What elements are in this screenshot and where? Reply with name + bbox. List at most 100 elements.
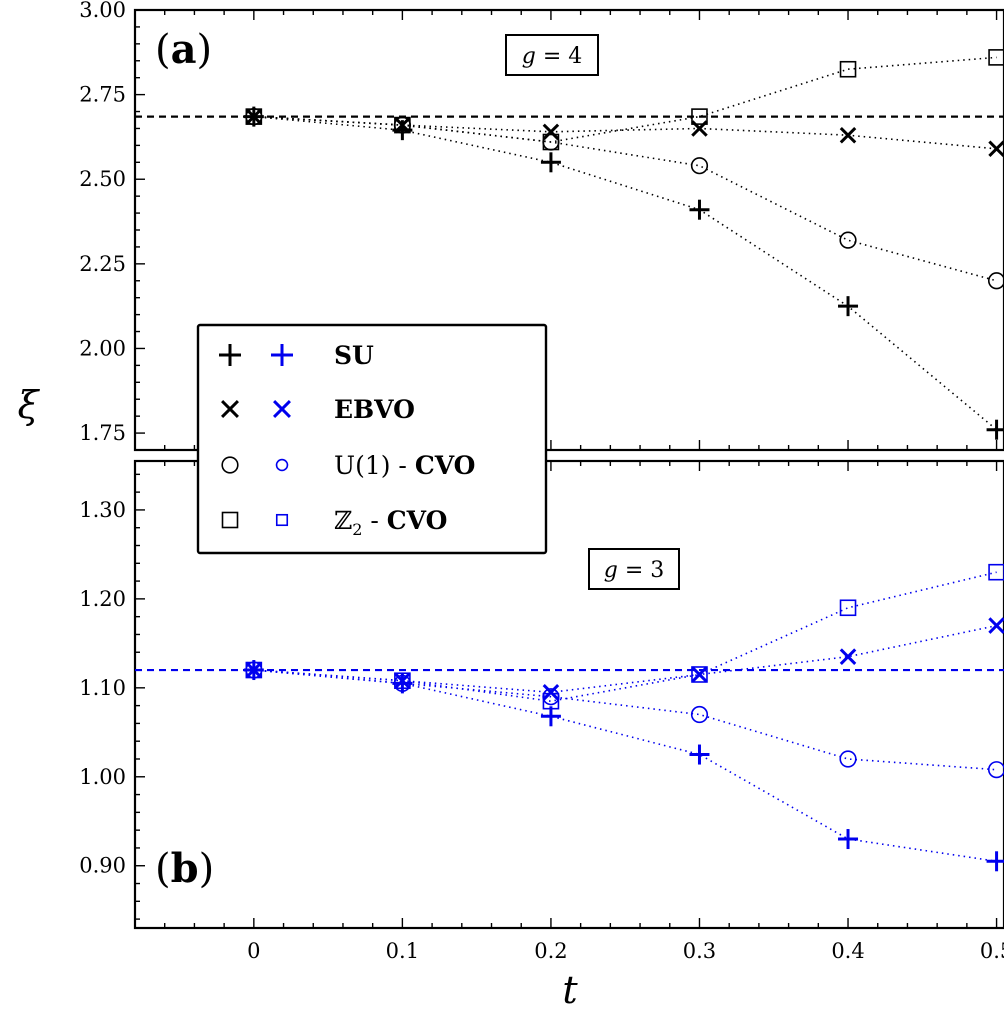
- data-point-square: [394, 672, 411, 690]
- panel-a-label: (a): [155, 26, 212, 73]
- square-marker: [691, 666, 708, 683]
- x-axis-label: t: [562, 968, 578, 1012]
- legend-label: ℤ2 - CVO: [334, 506, 447, 539]
- circle-marker: [690, 705, 709, 724]
- square-marker: [542, 692, 560, 710]
- data-point-cross: [988, 140, 1004, 158]
- x-tick-label: 0.2: [534, 939, 567, 963]
- y-tick-label: 2.75: [79, 83, 126, 107]
- data-point-plus: [540, 706, 561, 727]
- cross-marker-b: [839, 126, 857, 144]
- circle-marker: [987, 761, 1004, 779]
- cross-marker-b: [988, 617, 1004, 634]
- data-point-plus: [986, 419, 1004, 440]
- data-point-square: [839, 60, 857, 78]
- series-line: [253, 115, 997, 150]
- square-marker: [839, 60, 857, 78]
- series-line: [253, 624, 997, 694]
- g-equals: =: [536, 44, 568, 69]
- circle-marker: [839, 750, 857, 768]
- legend-marker-black: [221, 400, 239, 418]
- legend-bold-part: CVO: [387, 506, 448, 535]
- legend-label: U(1) - CVO: [334, 451, 475, 480]
- legend-marker-blue: [275, 458, 289, 472]
- circle-marker: [275, 458, 289, 472]
- g-value: 3: [650, 558, 664, 583]
- legend-marker-black: [221, 511, 239, 529]
- legend-marker-blue: [271, 344, 293, 366]
- series-line: [253, 571, 997, 703]
- data-point-cross: [839, 126, 857, 144]
- legend-subscript: 2: [352, 520, 362, 539]
- cross-marker-b: [273, 400, 291, 418]
- legend-marker-blue: [273, 400, 291, 418]
- data-point-plus: [986, 851, 1004, 872]
- series-line: [253, 115, 998, 431]
- x-tick-label: 0.3: [683, 939, 716, 963]
- square-marker: [988, 49, 1004, 66]
- g-annotation: g = 4: [522, 44, 583, 69]
- y-tick-label: 0.90: [79, 854, 126, 878]
- data-point-square: [542, 133, 560, 151]
- series-line: [253, 669, 997, 771]
- y-tick-label: 1.75: [79, 421, 126, 445]
- circle-marker: [839, 231, 857, 249]
- square-marker: [691, 108, 708, 125]
- series-line: [253, 669, 997, 863]
- data-point-square: [839, 599, 857, 617]
- y-tick-label: 1.00: [79, 765, 126, 789]
- data-point-cross: [691, 666, 708, 683]
- cross-marker-b: [691, 666, 708, 683]
- g-equals: =: [618, 558, 650, 583]
- series-line: [253, 115, 997, 282]
- square-marker: [245, 108, 263, 125]
- g-symbol: g: [604, 558, 618, 583]
- panel-a: 1.75 2.00 2.25 2.50 2.75 3.00 (a) g = 4: [79, 0, 1004, 452]
- y-axis-label: ξ: [18, 383, 41, 427]
- legend-entry: EBVO: [221, 395, 415, 424]
- cross-marker-b: [221, 400, 239, 418]
- legend-label: EBVO: [334, 395, 415, 424]
- data-point-plus: [838, 829, 859, 850]
- panel-b-frame: [133, 459, 1004, 930]
- data-point-plus: [689, 199, 710, 220]
- data-point-plus: [540, 152, 561, 173]
- circle-marker: [221, 456, 239, 474]
- g-symbol: g: [522, 44, 536, 69]
- square-marker: [245, 661, 263, 679]
- square-marker: [221, 511, 239, 529]
- legend-marker-blue: [275, 513, 289, 527]
- y-tick-label: 2.00: [79, 336, 126, 360]
- panel-paren-close: ): [197, 27, 213, 73]
- x-axis: 0 0.1 0.2 0.3 0.4 0.5: [247, 939, 1004, 963]
- legend-label: SU: [334, 341, 374, 370]
- data-point-square: [245, 108, 263, 125]
- legend-entry: U(1) - CVO: [221, 451, 475, 480]
- circle-marker: [690, 157, 709, 175]
- data-point-square: [691, 108, 708, 125]
- panel-paren-open: (: [155, 846, 171, 892]
- square-marker: [542, 133, 560, 151]
- y-tick-label: 2.50: [79, 167, 126, 191]
- g-annotation-box: [505, 34, 599, 76]
- legend-prefix: U(1) -: [334, 451, 415, 480]
- cross-marker-b: [988, 140, 1004, 158]
- data-point-plus: [689, 744, 710, 765]
- panel-b-label: (b): [155, 845, 214, 892]
- legend-math-symbol: ℤ: [334, 506, 352, 535]
- data-point-circle: [839, 231, 857, 249]
- panel-paren-open: (: [155, 27, 171, 73]
- data-point-cross: [839, 648, 857, 665]
- cross-marker-b: [542, 684, 560, 701]
- data-point-circle: [839, 750, 857, 768]
- y-tick-label: 2.25: [79, 252, 126, 276]
- y-tick-label: 1.30: [79, 498, 126, 522]
- square-marker: [394, 672, 411, 690]
- panel-paren-close: ): [199, 846, 215, 892]
- y-tick-label: 3.00: [79, 0, 126, 22]
- circle-marker: [987, 272, 1004, 290]
- x-tick-label: 0: [247, 939, 260, 963]
- panel-letter: b: [171, 845, 199, 892]
- series-line: [253, 56, 997, 143]
- data-point-square: [988, 563, 1004, 581]
